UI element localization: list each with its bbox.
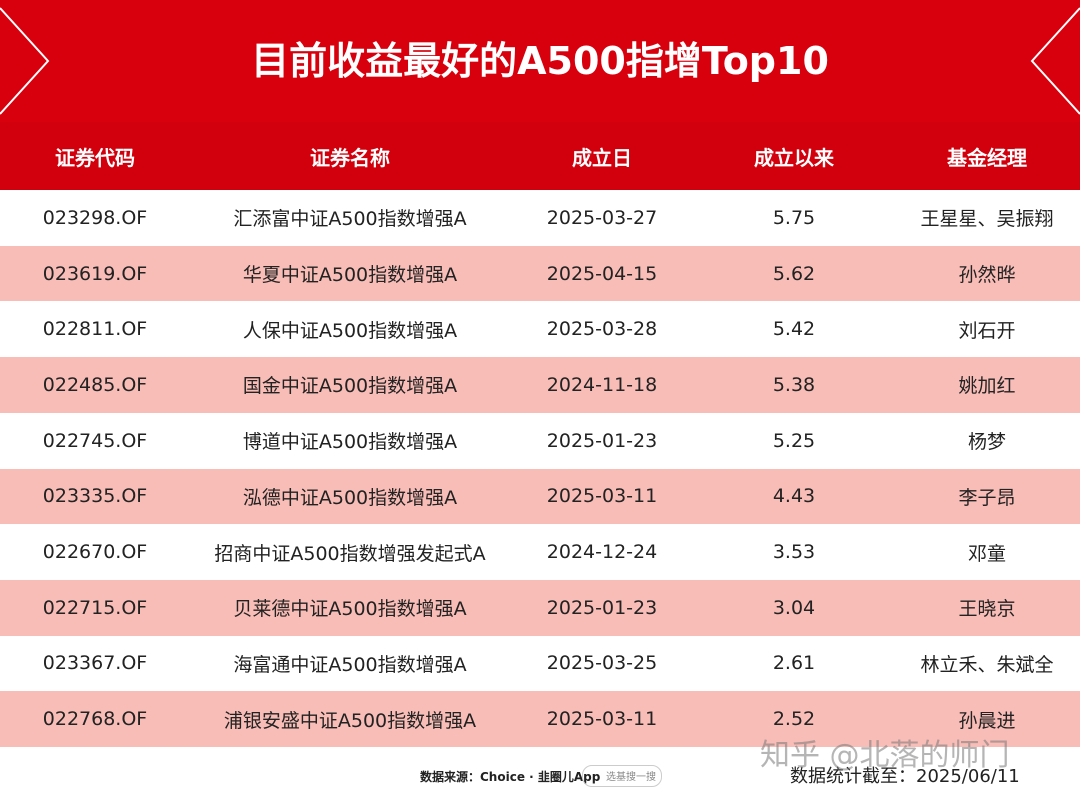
table-cell: 招商中证A500指数增强发起式A (214, 542, 486, 565)
table-cell: 2024-12-24 (546, 541, 658, 564)
table-cell: 2024-11-18 (546, 373, 658, 396)
table-cell: 2025-03-11 (546, 708, 658, 731)
table-row: 023619.OF 华夏中证A500指数增强A 2025-04-15 5.62 孙然晔 (0, 245, 1080, 302)
table-cell: 孙晨进 (958, 709, 1016, 732)
banner (0, 0, 1080, 122)
column-header: 证券代码 (55, 145, 135, 170)
table-cell: 022670.OF (42, 541, 148, 564)
table-cell: 王晓京 (958, 598, 1016, 621)
table-row: 023298.OF 汇添富中证A500指数增强A 2025-03-27 5.75 王星星… (0, 190, 1080, 246)
table-cell: 022715.OF (42, 596, 148, 619)
table-cell: 4.43 (772, 485, 816, 508)
column-header: 成立日 (572, 145, 632, 170)
table-cell: 2025-03-11 (546, 485, 658, 508)
table-cell: 国金中证A500指数增强A (242, 375, 458, 398)
table-cell: 022768.OF (42, 708, 148, 731)
column-header: 成立以来 (754, 145, 834, 170)
table-cell: 人保中证A500指数增强A (242, 319, 458, 342)
table-cell: 刘石开 (958, 319, 1016, 342)
stat-date: 数据统计截至：2025/06/11 (790, 766, 1020, 787)
column-header: 基金经理 (947, 145, 1027, 170)
table-cell: 3.53 (772, 541, 816, 564)
table-row: 023335.OF 泓德中证A500指数增强A 2025-03-11 4.43 李子昂 (0, 468, 1080, 525)
table-row: 022811.OF 人保中证A500指数增强A 2025-03-28 5.42 刘石开 (0, 301, 1080, 357)
table-cell: 2.61 (772, 652, 816, 675)
search-box[interactable] (582, 765, 662, 787)
table-cell: 5.25 (772, 429, 816, 452)
table-cell: 姚加红 (958, 375, 1016, 398)
table-cell: 2025-03-28 (546, 318, 658, 341)
table-cell: 2025-03-25 (546, 652, 658, 675)
table-cell: 022811.OF (42, 318, 148, 341)
table-row: 022745.OF 博道中证A500指数增强A 2025-01-23 5.25 杨梦 (0, 413, 1080, 469)
table-row: 023367.OF 海富通中证A500指数增强A 2025-03-25 2.61 林立禾… (0, 636, 1080, 692)
source: 数据来源：Choice · 韭圈儿App (420, 770, 601, 784)
table-cell: 杨梦 (967, 431, 1006, 454)
table-cell: 李子昂 (958, 486, 1016, 509)
table-cell: 邓童 (967, 542, 1006, 565)
footer: 数据来源：Choice · 韭圈儿App 选基搜一搜 数据统计截至：2025/0… (0, 738, 1080, 802)
table-cell: 5.42 (772, 318, 816, 341)
table-cell: 泓德中证A500指数增强A (242, 486, 458, 509)
search-text: 选基搜一搜 (606, 772, 656, 783)
banner-decoration (0, 7, 1080, 115)
table-row: 022768.OF 浦银安盛中证A500指数增强A 2025-03-11 2.52 孙晨… (0, 691, 1080, 747)
watermark: 知乎 @北落的师门 (760, 738, 1010, 773)
table-cell: 2025-01-23 (546, 596, 658, 619)
table-cell: 5.62 (772, 262, 816, 285)
table-row: 022715.OF 贝莱德中证A500指数增强A 2025-01-23 3.04 王晓京 (0, 579, 1080, 636)
table-cell: 2025-01-23 (546, 429, 658, 452)
table-cell: 王星星、吴振翔 (920, 208, 1054, 231)
table-cell: 博道中证A500指数增强A (242, 431, 458, 454)
table-cell: 5.38 (772, 373, 816, 396)
table-row: 022485.OF 国金中证A500指数增强A 2024-11-18 5.38 姚加红 (0, 357, 1080, 413)
table-cell: 5.75 (772, 206, 816, 229)
table-cell: 2025-03-27 (546, 206, 658, 229)
table-cell: 023619.OF (42, 262, 148, 285)
table-cell: 汇添富中证A500指数增强A (233, 208, 467, 231)
table-cell: 022485.OF (42, 373, 148, 396)
table-cell: 孙然晔 (958, 264, 1016, 287)
title: 目前收益最好的A500指增Top10 (251, 39, 829, 83)
table-cell: 023367.OF (42, 652, 148, 675)
table-cell: 浦银安盛中证A500指数增强A (223, 709, 477, 732)
table-cell: 022745.OF (42, 429, 148, 452)
table-cell: 2025-04-15 (546, 262, 658, 285)
table-cell: 3.04 (772, 596, 816, 619)
table-cell: 林立禾、朱斌全 (920, 653, 1054, 676)
table-cell: 023335.OF (42, 485, 148, 508)
table-header: 证券代码 证券名称 成立日 成立以来 基金经理 (0, 122, 1080, 190)
table-cell: 海富通中证A500指数增强A (233, 653, 467, 676)
table-cell: 贝莱德中证A500指数增强A (233, 598, 467, 621)
table-cell: 023298.OF (42, 206, 148, 229)
table-row: 022670.OF 招商中证A500指数增强发起式A 2024-12-24 3.53 邓… (0, 524, 1080, 580)
table-cell: 华夏中证A500指数增强A (242, 264, 458, 287)
column-header: 证券名称 (310, 145, 390, 170)
table-cell: 2.52 (772, 708, 816, 731)
